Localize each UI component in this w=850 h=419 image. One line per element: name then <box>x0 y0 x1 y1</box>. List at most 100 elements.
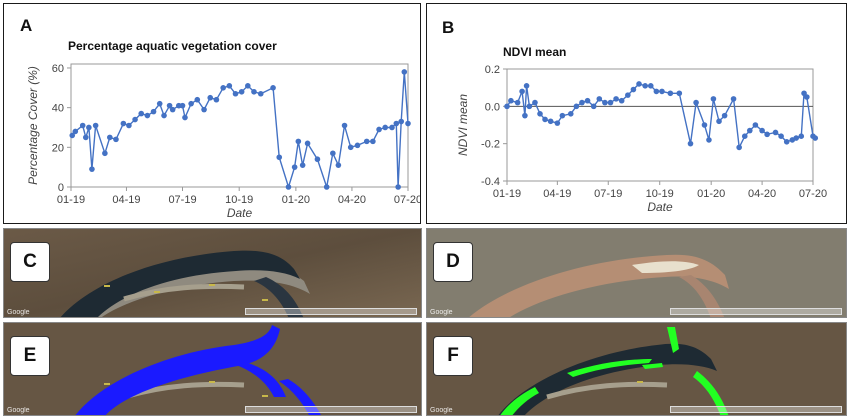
chart-a-data-point <box>304 140 311 147</box>
chart-b-data-point <box>812 135 819 141</box>
chart-b-y-tick-label: -0.2 <box>481 139 500 151</box>
chart-b-x-tick-label: 01-20 <box>697 188 725 200</box>
chart-a-data-point <box>156 100 163 107</box>
chart-b-data-point <box>687 140 694 147</box>
chart-a-data-point <box>401 69 408 75</box>
chart-a-data-point <box>238 88 245 95</box>
satellite-image-c: C Google <box>3 228 422 318</box>
chart-b-data-point <box>573 103 580 110</box>
water-mask-scene-e <box>4 323 421 415</box>
chart-b-data-point <box>693 99 699 106</box>
chart-a-x-tick-label: 10-19 <box>225 194 253 206</box>
chart-a-series-line <box>71 71 409 190</box>
chart-a-data-point <box>188 100 194 107</box>
chart-a-data-point <box>169 106 176 113</box>
chart-b-y-tick-label: 0.2 <box>485 64 500 76</box>
chart-a-data-point <box>393 120 400 127</box>
chart-a-data-point <box>314 156 321 163</box>
chart-b-data-point <box>764 131 770 138</box>
chart-a-data-point <box>341 122 348 129</box>
chart-a-data-point <box>79 122 86 129</box>
chart-a-data-point <box>107 134 113 141</box>
chart-a-y-tick-label: 60 <box>52 63 64 75</box>
chart-b-data-point <box>647 83 654 89</box>
chart-b-data-point <box>504 103 510 110</box>
chart-a-data-point <box>354 142 361 149</box>
chart-b-data-point <box>659 88 665 95</box>
chart-b-data-point <box>676 90 683 97</box>
panel-b-ndvi-chart: B NDVI mean 01-19 04-19 07-19 10-19 01-20 04-… <box>426 3 847 224</box>
google-watermark: Google <box>430 309 453 316</box>
chart-a-data-point <box>405 120 411 127</box>
chart-a-data-point <box>295 138 302 145</box>
chart-a-data-point <box>347 144 354 151</box>
chart-a-data-point <box>69 132 76 139</box>
chart-b-plot-frame <box>506 68 814 182</box>
chart-a-data-point <box>201 106 207 113</box>
chart-a-data-point <box>113 136 119 143</box>
chart-b-data-point <box>746 127 753 134</box>
chart-b-data-point <box>772 129 779 136</box>
chart-a-data-point <box>251 88 257 95</box>
chart-a-data-point <box>270 85 276 91</box>
chart-b-data-point <box>523 83 530 89</box>
satellite-image-d: D Google <box>426 228 847 318</box>
chart-b-data-point <box>636 81 642 87</box>
chart-b-data-point <box>625 92 631 98</box>
google-watermark: Google <box>7 407 30 414</box>
satellite-image-f: F Google <box>426 322 847 416</box>
map-scale-bar <box>670 406 842 413</box>
panel-label-c: C <box>10 242 50 282</box>
chart-a-data-point <box>138 110 145 117</box>
chart-b-title: NDVI mean <box>503 45 567 59</box>
chart-a-x-tick-label: 07-19 <box>168 194 196 206</box>
chart-a-data-point <box>382 124 389 131</box>
chart-b-data-point <box>736 144 742 151</box>
chart-a-data-point <box>166 102 173 109</box>
chart-b-data-point <box>804 94 810 100</box>
chart-a-data-point <box>363 138 370 145</box>
chart-a-data-point <box>276 154 283 161</box>
google-watermark: Google <box>430 407 453 414</box>
vegetation-mask-scene-f <box>427 323 846 415</box>
chart-a-data-point <box>257 90 264 97</box>
chart-b-data-point <box>630 86 637 93</box>
map-scale-bar <box>670 308 842 315</box>
chart-a-data-point <box>232 90 239 97</box>
panel-label-e: E <box>10 336 50 376</box>
chart-a-data-point <box>299 162 306 168</box>
chart-a-data-point <box>291 164 298 170</box>
chart-b-data-point <box>508 97 514 104</box>
chart-b-data-point <box>741 133 748 139</box>
ndvi-mean-chart: 01-19 04-19 07-19 10-19 01-20 04-20 07-20 -0.4 -… <box>456 64 827 214</box>
chart-a-data-point <box>120 120 127 127</box>
chart-a-data-point <box>335 162 342 168</box>
chart-b-data-point <box>526 103 533 110</box>
chart-b-data-point <box>798 133 805 139</box>
chart-b-data-point <box>783 139 790 145</box>
chart-a-data-point <box>285 184 292 190</box>
google-watermark: Google <box>7 309 30 316</box>
chart-b-data-point <box>706 137 712 143</box>
chart-b-data-point <box>522 112 528 119</box>
chart-b-y-tick-label: 0.0 <box>485 101 500 113</box>
chart-a-data-point <box>194 96 201 103</box>
chart-a-data-point <box>226 83 233 89</box>
chart-a-data-point <box>207 94 214 101</box>
chart-b-data-point <box>607 99 614 106</box>
chart-a-data-point <box>82 134 89 141</box>
chart-b-x-tick-label: 10-19 <box>646 188 674 200</box>
chart-b-x-tick-label: 04-19 <box>543 188 571 200</box>
chart-b-data-point <box>542 116 548 123</box>
chart-b-data-point <box>721 112 728 119</box>
chart-b-data-point <box>667 90 674 97</box>
chart-b-x-tick-label: 04-20 <box>748 188 776 200</box>
chart-a-data-point <box>245 83 251 89</box>
chart-b-data-point <box>730 96 737 102</box>
panel-label-d: D <box>433 242 473 282</box>
chart-a-data-point <box>213 96 220 103</box>
chart-a-data-point <box>150 108 157 115</box>
chart-a-x-tick-label: 01-20 <box>282 194 310 206</box>
chart-a-data-point <box>102 150 108 157</box>
chart-a-data-point <box>126 122 132 129</box>
